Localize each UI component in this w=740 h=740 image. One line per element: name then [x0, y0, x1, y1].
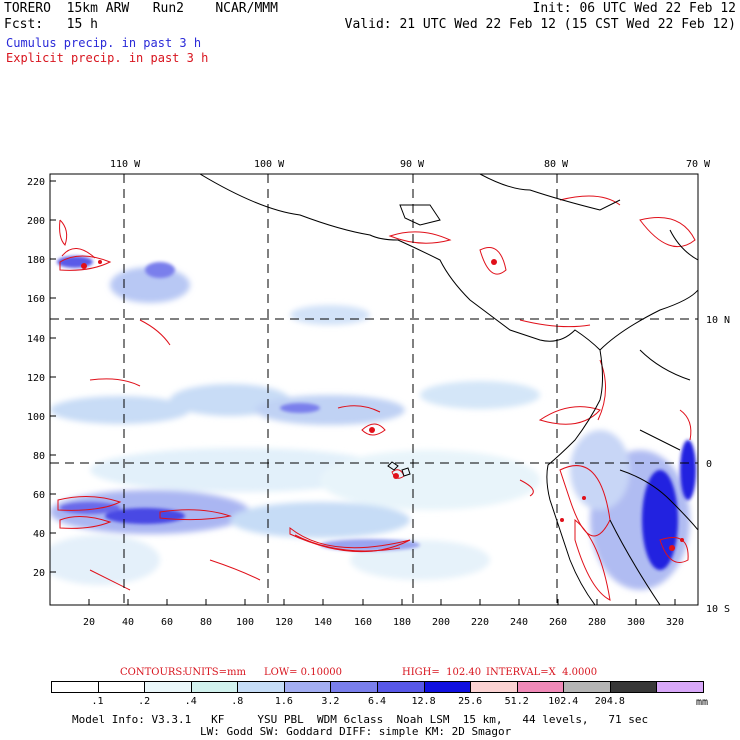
- header-run-info: TORERO 15km ARW Run2 NCAR/MMM: [4, 1, 278, 16]
- x-tick-label: 300: [627, 617, 645, 628]
- color-bar-label: 102.4: [548, 696, 579, 707]
- lat-label: 0: [706, 459, 712, 470]
- y-tick-label: 60: [33, 490, 45, 501]
- x-tick-label: 260: [549, 617, 567, 628]
- contour-info-units: UNITS=mm: [184, 667, 246, 678]
- header-forecast-hour: Fcst: 15 h: [4, 17, 98, 32]
- x-tick-label: 180: [393, 617, 411, 628]
- color-bar-swatch: [470, 681, 518, 693]
- model-info-line2: LW: Godd SW: Goddard DIFF: simple KM: 2D…: [200, 725, 512, 738]
- color-bar-label: .4: [184, 696, 197, 707]
- color-bar-swatch: [656, 681, 704, 693]
- x-tick-label: 220: [471, 617, 489, 628]
- y-tick-label: 200: [27, 216, 45, 227]
- x-tick-label: 60: [161, 617, 173, 628]
- color-bar-label: 25.6: [458, 696, 483, 707]
- color-bar-label: 12.8: [411, 696, 436, 707]
- color-bar-swatch: [423, 681, 472, 693]
- contour-info-low: LOW= 0.10000: [264, 667, 343, 678]
- color-bar-label: 6.4: [367, 696, 387, 707]
- model-info-line1: Model Info: V3.3.1 KF YSU PBL WDM 6class…: [72, 713, 649, 726]
- legend-explicit-label: Explicit precip. in past 3 h: [6, 51, 209, 65]
- color-bar-swatch: [144, 681, 192, 693]
- coastlines: [199, 174, 698, 605]
- x-tick-label: 100: [236, 617, 254, 628]
- x-tick-label: 280: [588, 617, 606, 628]
- lat-label: 10 S: [706, 604, 730, 615]
- color-bar-swatch: [377, 681, 425, 693]
- x-tick-label: 80: [200, 617, 212, 628]
- legend-cumulus-label: Cumulus precip. in past 3 h: [6, 36, 202, 50]
- graticule: [50, 174, 698, 605]
- lon-label: 90 W: [400, 159, 425, 170]
- color-bar-label: .8: [231, 696, 244, 707]
- x-tick-label: 140: [314, 617, 332, 628]
- color-bar-swatch: [516, 681, 565, 693]
- y-tick-label: 180: [27, 255, 45, 266]
- y-tick-label: 120: [27, 373, 45, 384]
- y-tick-label: 80: [33, 451, 45, 462]
- color-bar-label: 3.2: [321, 696, 340, 707]
- explicit-precip-contours: [57, 195, 696, 601]
- lon-label: 100 W: [254, 159, 285, 170]
- color-bar-swatch: [563, 681, 611, 693]
- color-bar-swatch: [51, 681, 99, 693]
- axis-ticks: [50, 180, 676, 605]
- color-bar-swatch: [609, 681, 658, 693]
- x-tick-label: 20: [83, 617, 95, 628]
- color-bar-swatch: [190, 681, 239, 693]
- color-bar-swatch: [330, 681, 378, 693]
- color-bar-swatch: [283, 681, 332, 693]
- lat-label: 10 N: [706, 315, 730, 326]
- header-init-time: Init: 06 UTC Wed 22 Feb 12: [532, 1, 737, 16]
- color-bar-label: .2: [138, 696, 151, 707]
- x-tick-label: 40: [122, 617, 134, 628]
- cumulus-precip-heavy: [57, 256, 696, 570]
- lon-label: 110 W: [110, 159, 141, 170]
- contour-info-interval: INTERVAL=X 4.0000: [486, 667, 598, 678]
- y-tick-label: 220: [27, 177, 45, 188]
- x-tick-label: 160: [354, 617, 372, 628]
- y-tick-label: 40: [33, 529, 45, 540]
- color-bar-label: 51.2: [504, 696, 529, 707]
- x-tick-label: 320: [666, 617, 684, 628]
- y-tick-label: 140: [27, 334, 45, 345]
- color-bar-label: 1.6: [274, 696, 293, 707]
- explicit-precip-dots: [81, 259, 684, 551]
- y-tick-label: 160: [27, 294, 45, 305]
- color-bar-label: .1: [91, 696, 104, 707]
- x-tick-label: 120: [275, 617, 293, 628]
- color-bar-swatch: [237, 681, 285, 693]
- y-tick-label: 20: [33, 568, 45, 579]
- color-bar-unit: mm: [696, 697, 709, 708]
- color-bar-swatch: [97, 681, 146, 693]
- map-frame: [49, 173, 699, 606]
- lon-label: 70 W: [686, 159, 711, 170]
- lon-label: 80 W: [544, 159, 569, 170]
- x-tick-label: 200: [432, 617, 450, 628]
- x-tick-label: 240: [510, 617, 528, 628]
- contour-info-contours: CONTOURS:: [120, 667, 186, 678]
- color-bar-label: 204.8: [594, 696, 625, 707]
- y-tick-label: 100: [27, 412, 45, 423]
- contour-info-high: HIGH= 102.40: [402, 667, 482, 678]
- header-valid-time: Valid: 21 UTC Wed 22 Feb 12 (15 CST Wed …: [344, 17, 736, 32]
